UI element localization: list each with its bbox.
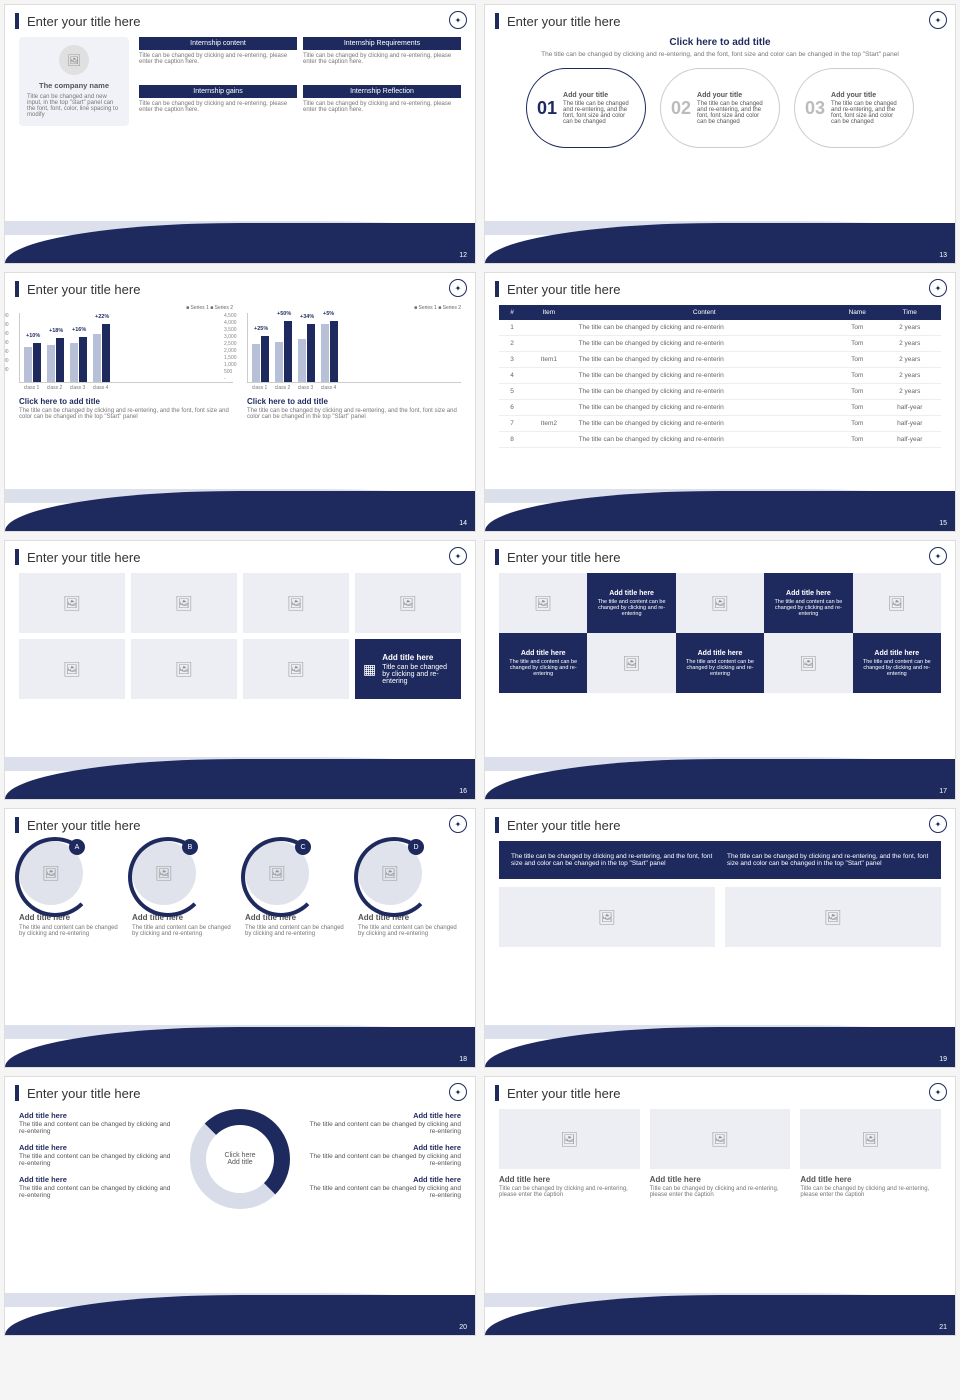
content-cell: Add title hereThe title and content can … — [764, 573, 852, 633]
company-sub: Title can be changed and new input, in t… — [27, 94, 121, 118]
subtitle: Click here to add title — [499, 37, 941, 48]
slide-12: Enter your title here ✦ 🖼 The company na… — [4, 4, 476, 264]
logo-icon: ✦ — [929, 11, 947, 29]
list-item: Add title hereThe title and content can … — [19, 1111, 180, 1135]
image-placeholder: 🖼 — [676, 573, 764, 633]
slide-13: Enter your title here ✦ Click here to ad… — [484, 4, 956, 264]
content-cell: Add title hereThe title and content can … — [853, 633, 941, 693]
content-cell: Add title hereThe title and content can … — [676, 633, 764, 693]
table-row: 1The title can be changed by clicking an… — [499, 320, 941, 336]
circle-item: 01Add your titleThe title can be changed… — [526, 68, 646, 148]
bar-group: +18% — [47, 338, 64, 382]
slide-title: Enter your title here — [27, 14, 140, 29]
bar-group: +22% — [93, 324, 110, 383]
bar-group: +50% — [275, 321, 292, 382]
text-block-1: The title can be changed by clicking and… — [511, 853, 713, 867]
table-row: 2The title can be changed by clicking an… — [499, 336, 941, 352]
page-number: 12 — [459, 252, 467, 259]
bar-group: +5% — [321, 321, 338, 382]
slide-19: Enter your title here ✦ The title can be… — [484, 808, 956, 1068]
bar-group: +10% — [24, 343, 41, 382]
data-table: #ItemContentNameTime1The title can be ch… — [499, 305, 941, 448]
slide-18: Enter your title here ✦ 🖼AAdd title here… — [4, 808, 476, 1068]
image-placeholder: 🖼 — [764, 633, 852, 693]
circle-item: 🖼DAdd title hereThe title and content ca… — [358, 841, 461, 937]
table-row: 4The title can be changed by clicking an… — [499, 368, 941, 384]
list-item: Add title hereThe title and content can … — [19, 1143, 180, 1167]
circle-item: 🖼AAdd title hereThe title and content ca… — [19, 841, 122, 937]
content-box: Internship ReflectionTitle can be change… — [303, 85, 461, 127]
list-item: Add title hereThe title and content can … — [300, 1111, 461, 1135]
image-placeholder: 🖼 — [853, 573, 941, 633]
image-placeholder: 🖼 — [243, 573, 349, 633]
card: 🖼Add title hereTitle can be changed by c… — [499, 1109, 640, 1198]
cycle-diagram: Click hereAdd title — [190, 1109, 290, 1209]
list-item: Add title hereThe title and content can … — [300, 1143, 461, 1167]
slide-20: Enter your title here ✦ Add title hereTh… — [4, 1076, 476, 1336]
table-row: 3Item1The title can be changed by clicki… — [499, 352, 941, 368]
card: 🖼Add title hereTitle can be changed by c… — [650, 1109, 791, 1198]
bar-group: +16% — [70, 337, 87, 382]
image-placeholder: 🖼 — [499, 887, 715, 947]
table-row: 7Item2The title can be changed by clicki… — [499, 416, 941, 432]
circle-item: 02Add your titleThe title can be changed… — [660, 68, 780, 148]
list-item: Add title hereThe title and content can … — [300, 1175, 461, 1199]
text-block-2: The title can be changed by clicking and… — [727, 853, 929, 867]
logo-icon: ✦ — [449, 11, 467, 29]
image-placeholder: 🖼 — [19, 573, 125, 633]
image-placeholder: 🖼 — [131, 573, 237, 633]
slide-14: Enter your title here ✦ ■ Series 1 ■ Ser… — [4, 272, 476, 532]
circle-item: 03Add your titleThe title can be changed… — [794, 68, 914, 148]
image-placeholder: 🖼 — [725, 887, 941, 947]
image-placeholder: 🖼 — [243, 639, 349, 699]
table-row: 6The title can be changed by clicking an… — [499, 400, 941, 416]
slide-15: Enter your title here ✦ #ItemContentName… — [484, 272, 956, 532]
content-cell: Add title hereThe title and content can … — [499, 633, 587, 693]
list-item: Add title hereThe title and content can … — [19, 1175, 180, 1199]
image-placeholder: 🖼 — [355, 573, 461, 633]
content-cell: ▦Add title hereTitle can be changed by c… — [355, 639, 461, 699]
bar-chart: ■ Series 1 ■ Series 24,5004,0003,5003,00… — [247, 305, 461, 420]
bar-group: +34% — [298, 324, 315, 382]
company-name: The company name — [27, 81, 121, 90]
bar-group: +25% — [252, 336, 269, 382]
content-cell: Add title hereThe title and content can … — [587, 573, 675, 633]
image-placeholder: 🖼 — [499, 573, 587, 633]
circle-item: 🖼CAdd title hereThe title and content ca… — [245, 841, 348, 937]
slide-21: Enter your title here ✦ 🖼Add title hereT… — [484, 1076, 956, 1336]
circle-item: 🖼BAdd title hereThe title and content ca… — [132, 841, 235, 937]
card: 🖼Add title hereTitle can be changed by c… — [800, 1109, 941, 1198]
slide-16: Enter your title here ✦ 🖼🖼🖼🖼🖼🖼🖼▦Add titl… — [4, 540, 476, 800]
content-box: Internship RequirementsTitle can be chan… — [303, 37, 461, 79]
image-placeholder: 🖼 — [19, 639, 125, 699]
table-row: 5The title can be changed by clicking an… — [499, 384, 941, 400]
bar-chart: ■ Series 1 ■ Series 27,0006,0005,0004,00… — [19, 305, 233, 420]
slide-17: Enter your title here ✦ 🖼Add title hereT… — [484, 540, 956, 800]
content-box: Internship contentTitle can be changed b… — [139, 37, 297, 79]
image-placeholder: 🖼 — [131, 639, 237, 699]
image-placeholder: 🖼 — [587, 633, 675, 693]
image-placeholder-icon: 🖼 — [59, 45, 89, 75]
description: The title can be changed by clicking and… — [499, 51, 941, 58]
table-row: 8The title can be changed by clicking an… — [499, 432, 941, 448]
content-box: Internship gainsTitle can be changed by … — [139, 85, 297, 127]
